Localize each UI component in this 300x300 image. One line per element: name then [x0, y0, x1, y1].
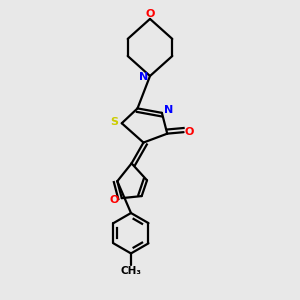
Text: S: S: [110, 117, 118, 127]
Text: N: N: [164, 106, 173, 116]
Text: N: N: [139, 73, 148, 82]
Text: O: O: [145, 9, 155, 19]
Text: O: O: [110, 195, 119, 205]
Text: O: O: [185, 127, 194, 136]
Text: CH₃: CH₃: [121, 266, 142, 276]
